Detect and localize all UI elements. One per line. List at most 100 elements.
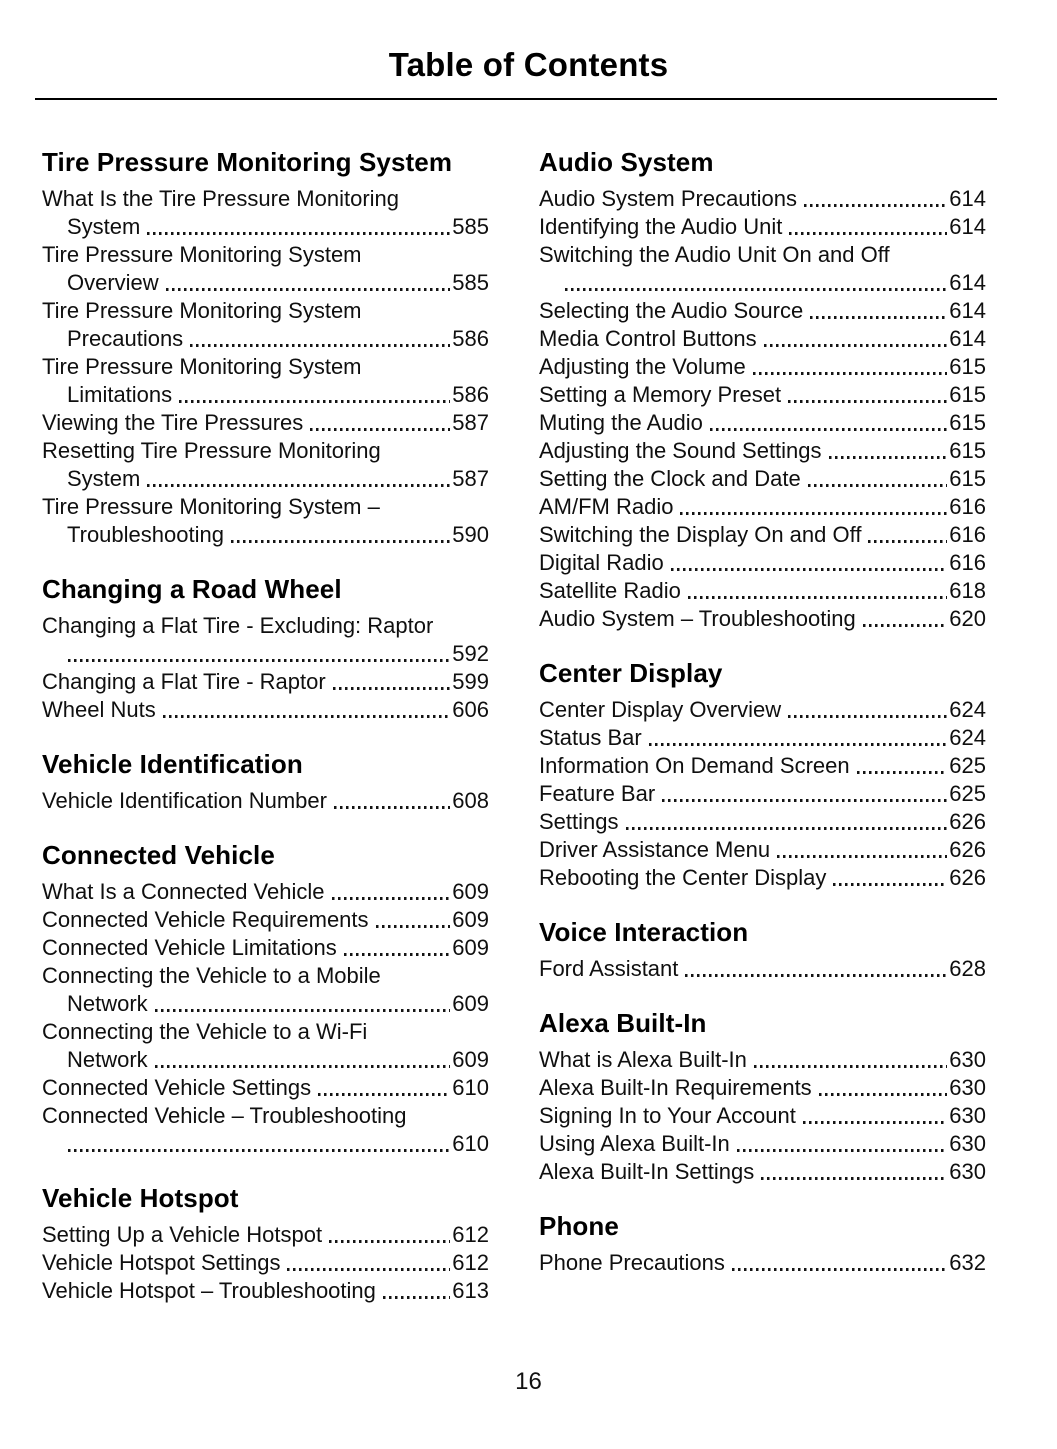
entry-title: Information On Demand Screen <box>539 753 850 778</box>
dot-leader <box>147 232 451 235</box>
entry-page-number: 614 <box>949 214 986 239</box>
toc-section: Vehicle Hotspot Setting Up a Vehicle Hots… <box>42 1184 489 1305</box>
toc-section: Audio System Audio System Precautions 614 I… <box>539 148 986 633</box>
entry-title: Tire Pressure Monitoring System <box>42 298 362 323</box>
entry-page-number: 630 <box>949 1159 986 1184</box>
entry-title: Connected Vehicle Requirements <box>42 907 369 932</box>
entry-page-number: 616 <box>949 494 986 519</box>
entry-title: Rebooting the Center Display <box>539 865 827 890</box>
dot-leader <box>753 1065 948 1068</box>
dot-leader <box>788 400 948 403</box>
entry-title: Feature Bar <box>539 781 656 806</box>
dot-leader <box>685 974 948 977</box>
entry-page-number: 628 <box>949 956 986 981</box>
dot-leader <box>165 288 451 291</box>
toc-entry: Switching the Display On and Off 616 <box>539 521 986 549</box>
entry-line: Information On Demand Screen 625 <box>539 752 986 780</box>
dot-leader <box>833 883 948 886</box>
toc-entry: Connected Vehicle Requirements 609 <box>42 906 489 934</box>
entry-page-number: 615 <box>949 438 986 463</box>
entry-title: Connected Vehicle Settings <box>42 1075 312 1100</box>
toc-entry: Setting a Memory Preset 615 <box>539 381 986 409</box>
entry-continuation-line: 614 <box>539 269 986 297</box>
entry-line: Identifying the Audio Unit 614 <box>539 213 986 241</box>
entry-title: Connected Vehicle – Troubleshooting <box>42 1103 407 1128</box>
entry-page-number: 615 <box>949 410 986 435</box>
toc-entry: Alexa Built-In Settings 630 <box>539 1158 986 1186</box>
footer-page-number: 16 <box>515 1368 542 1395</box>
toc-entry: Settings 626 <box>539 808 986 836</box>
entry-page-number: 616 <box>949 522 986 547</box>
entry-page-number: 615 <box>949 354 986 379</box>
entry-line: What is Alexa Built-In 630 <box>539 1046 986 1074</box>
title-divider-rule <box>35 98 997 100</box>
entry-title: Adjusting the Volume <box>539 354 746 379</box>
entry-page-number: 626 <box>949 837 986 862</box>
entry-title: Changing a Flat Tire - Excluding: Raptor <box>42 613 434 638</box>
dot-leader <box>343 953 451 956</box>
entry-page-number: 585 <box>452 214 489 239</box>
entry-continuation-line: Precautions 586 <box>42 325 489 353</box>
entry-page-number: 606 <box>452 697 489 722</box>
entry-page-number: 620 <box>949 606 986 631</box>
entry-page-number: 614 <box>949 270 986 295</box>
toc-entry: Connected Vehicle Settings 610 <box>42 1074 489 1102</box>
entry-page-number: 626 <box>949 865 986 890</box>
entry-title: Switching the Display On and Off <box>539 522 862 547</box>
entry-page-number: 592 <box>452 641 489 666</box>
entry-page-number: 587 <box>452 410 489 435</box>
dot-leader <box>310 428 451 431</box>
entry-line: AM/FM Radio 616 <box>539 493 986 521</box>
entry-continuation-line: Limitations 586 <box>42 381 489 409</box>
dot-leader <box>154 1065 451 1068</box>
dot-leader <box>147 484 451 487</box>
dot-leader <box>736 1149 948 1152</box>
entry-line: Wheel Nuts 606 <box>42 696 489 724</box>
entry-line: Connected Vehicle Settings 610 <box>42 1074 489 1102</box>
toc-entry: Connected Vehicle – Troubleshooting 610 <box>42 1102 489 1158</box>
toc-section: Voice Interaction Ford Assistant 628 <box>539 918 986 983</box>
entry-title: Connecting the Vehicle to a Wi-Fi <box>42 1019 368 1044</box>
dot-leader <box>680 512 948 515</box>
toc-entry: Connecting the Vehicle to a Wi-Fi Network… <box>42 1018 489 1074</box>
entry-title: Vehicle Hotspot Settings <box>42 1250 281 1275</box>
entry-line: Audio System Precautions 614 <box>539 185 986 213</box>
entry-title: Settings <box>539 809 619 834</box>
entry-title-continued: System <box>67 214 141 239</box>
entry-title-continued: Overview <box>67 270 159 295</box>
toc-entry: What Is a Connected Vehicle 609 <box>42 878 489 906</box>
section-heading: Connected Vehicle <box>42 840 275 870</box>
entry-page-number: 632 <box>949 1250 986 1275</box>
dot-leader <box>154 1009 451 1012</box>
entry-line: Phone Precautions 632 <box>539 1249 986 1277</box>
entry-title: Tire Pressure Monitoring System <box>42 242 362 267</box>
toc-entry: Muting the Audio 615 <box>539 409 986 437</box>
toc-entry: Viewing the Tire Pressures 587 <box>42 409 489 437</box>
entry-line: Alexa Built-In Requirements 630 <box>539 1074 986 1102</box>
entry-line: Connected Vehicle Requirements 609 <box>42 906 489 934</box>
entry-line: Settings 626 <box>539 808 986 836</box>
toc-entry: Vehicle Identification Number 608 <box>42 787 489 815</box>
dot-leader <box>856 771 948 774</box>
entry-title: What Is the Tire Pressure Monitoring <box>42 186 400 211</box>
entry-line: Adjusting the Volume 615 <box>539 353 986 381</box>
toc-entry: What Is the Tire Pressure Monitoring Syst… <box>42 185 489 241</box>
toc-entry: Wheel Nuts 606 <box>42 696 489 724</box>
entry-title: Selecting the Audio Source <box>539 298 804 323</box>
toc-entry: Audio System Precautions 614 <box>539 185 986 213</box>
entry-continuation-line: Network 609 <box>42 1046 489 1074</box>
dot-leader <box>318 1093 451 1096</box>
entry-line: Vehicle Identification Number 608 <box>42 787 489 815</box>
entry-title: Switching the Audio Unit On and Off <box>539 242 890 267</box>
entry-title: Signing In to Your Account <box>539 1103 796 1128</box>
entry-page-number: 609 <box>452 935 489 960</box>
toc-entry: Tire Pressure Monitoring System – Trouble… <box>42 493 489 549</box>
entry-page-number: 599 <box>452 669 489 694</box>
entry-title: Changing a Flat Tire - Raptor <box>42 669 326 694</box>
entry-page-number: 630 <box>949 1047 986 1072</box>
entry-line: Digital Radio 616 <box>539 549 986 577</box>
section-heading: Vehicle Hotspot <box>42 1183 239 1213</box>
entry-line: Feature Bar 625 <box>539 780 986 808</box>
entry-title: Center Display Overview <box>539 697 782 722</box>
entry-page-number: 630 <box>949 1103 986 1128</box>
